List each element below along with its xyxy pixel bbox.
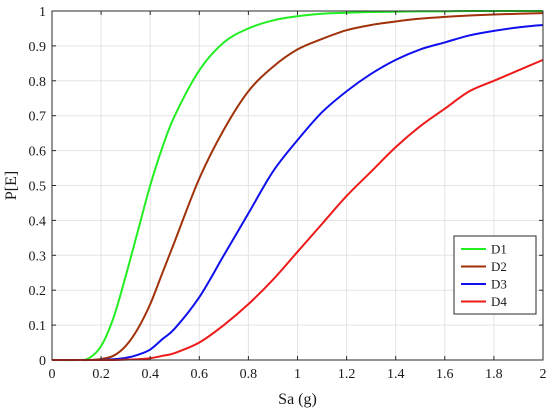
legend-label-d3: D3 xyxy=(491,277,507,292)
x-tick-label: 0.6 xyxy=(191,367,209,382)
x-tick-label: 0.2 xyxy=(92,367,110,382)
axis-ticks: 0 0.2 0.4 0.6 0.8 1 1.2 1.4 1.6 1.8 2 0 0.1 0.2 0.3 0.4… xyxy=(29,5,547,382)
y-tick-label: 0.9 xyxy=(29,40,47,55)
x-tick-label: 1.4 xyxy=(387,367,405,382)
x-tick-label: 0 xyxy=(49,367,56,382)
x-axis-label: Sa (g) xyxy=(278,391,317,408)
y-tick-label: 0 xyxy=(39,354,46,369)
y-tick-label: 0.2 xyxy=(29,284,47,299)
legend-label-d4: D4 xyxy=(491,294,507,309)
legend-label-d1: D1 xyxy=(491,242,507,257)
y-tick-label: 0.1 xyxy=(29,319,47,334)
x-tick-label: 0.8 xyxy=(240,367,258,382)
x-tick-label: 0.4 xyxy=(141,367,159,382)
y-tick-label: 0.8 xyxy=(29,75,47,90)
x-tick-label: 1.2 xyxy=(338,367,356,382)
y-tick-label: 0.3 xyxy=(29,249,47,264)
y-tick-label: 1 xyxy=(39,5,46,20)
x-tick-label: 2 xyxy=(540,367,547,382)
legend-label-d2: D2 xyxy=(491,259,507,274)
legend: D1 D2 D3 D4 xyxy=(453,235,537,315)
series-line-d2 xyxy=(52,12,544,362)
y-axis-label: P[E] xyxy=(3,171,20,200)
x-tick-label: 1.6 xyxy=(436,367,454,382)
y-tick-label: 0.5 xyxy=(29,180,47,195)
x-tick-label: 1 xyxy=(294,367,301,382)
x-tick-label: 1.8 xyxy=(485,367,503,382)
y-tick-label: 0.4 xyxy=(29,214,47,229)
y-tick-label: 0.6 xyxy=(29,145,47,160)
y-tick-label: 0.7 xyxy=(29,110,47,125)
